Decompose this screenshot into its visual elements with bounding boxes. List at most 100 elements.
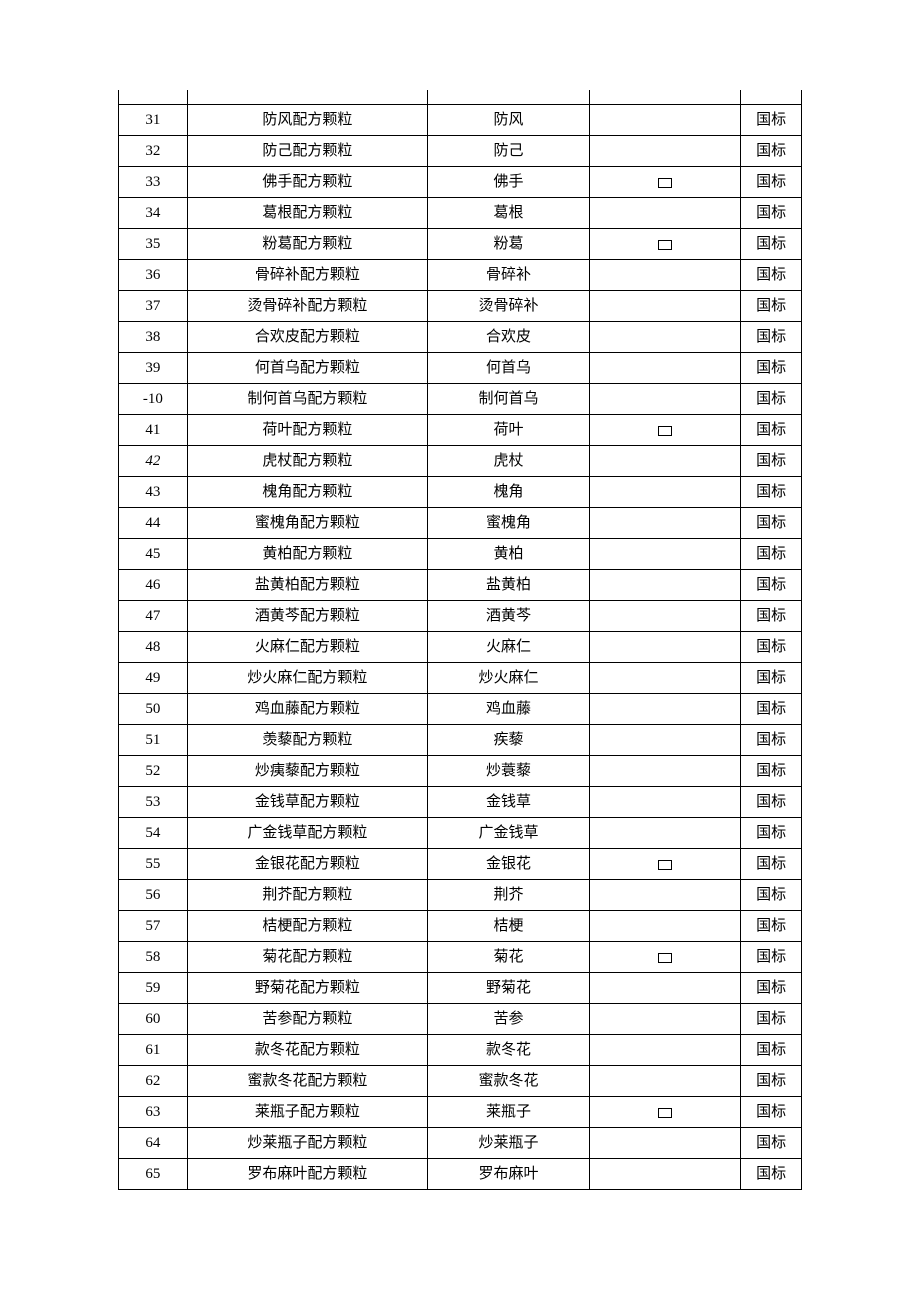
- table-row: 48火麻仁配方颗粒火麻仁国标: [119, 632, 802, 663]
- cell-index: 62: [119, 1066, 188, 1097]
- cell-formula-name: 鸡血藤配方颗粒: [187, 694, 427, 725]
- cell-index: 31: [119, 105, 188, 136]
- table-row: 53金钱草配方颗粒金钱草国标: [119, 787, 802, 818]
- cell-mark: [589, 136, 741, 167]
- cell-formula-name: 黄柏配方颗粒: [187, 539, 427, 570]
- cell-formula-name: 何首乌配方颗粒: [187, 353, 427, 384]
- table-row: 43槐角配方颗粒槐角国标: [119, 477, 802, 508]
- cell-ingredient: 防己: [428, 136, 590, 167]
- cell-formula-name: 金银花配方颗粒: [187, 849, 427, 880]
- cell-mark: [589, 1066, 741, 1097]
- cell-index: 53: [119, 787, 188, 818]
- cell-ingredient: 野菊花: [428, 973, 590, 1004]
- cell-ingredient: 菊花: [428, 942, 590, 973]
- cell-standard: 国标: [741, 539, 802, 570]
- cell-standard: 国标: [741, 570, 802, 601]
- cell-mark: [589, 446, 741, 477]
- cell-mark: [589, 787, 741, 818]
- cell-formula-name: 罗布麻叶配方颗粒: [187, 1159, 427, 1190]
- cell-standard: 国标: [741, 136, 802, 167]
- cell-index: 35: [119, 229, 188, 260]
- cell-mark: [589, 1004, 741, 1035]
- table-row: 60苦参配方颗粒苦参国标: [119, 1004, 802, 1035]
- cell-standard: 国标: [741, 291, 802, 322]
- cell-ingredient: 佛手: [428, 167, 590, 198]
- table-row: 45黄柏配方颗粒黄柏 国标: [119, 539, 802, 570]
- cell-ingredient: 疾藜: [428, 725, 590, 756]
- cell-ingredient: 莱瓶子: [428, 1097, 590, 1128]
- cell-mark: [589, 663, 741, 694]
- cell-mark: [589, 539, 741, 570]
- cell-formula-name: 炒莱瓶子配方颗粒: [187, 1128, 427, 1159]
- cell-ingredient: 盐黄柏: [428, 570, 590, 601]
- cell-ingredient: 广金钱草: [428, 818, 590, 849]
- cell-index: 41: [119, 415, 188, 446]
- table-row: 57桔梗配方颗粒桔梗国标: [119, 911, 802, 942]
- cell-formula-name: 槐角配方颗粒: [187, 477, 427, 508]
- cell-mark: [589, 229, 741, 260]
- cell-index: 48: [119, 632, 188, 663]
- cell-mark: [589, 198, 741, 229]
- cell-ingredient: 炒火麻仁: [428, 663, 590, 694]
- cell-index: 39: [119, 353, 188, 384]
- cell-mark: [589, 601, 741, 632]
- cell-index: 60: [119, 1004, 188, 1035]
- cell-formula-name: 酒黄芩配方颗粒: [187, 601, 427, 632]
- document-page: 31防风配方颗粒防风国标32防己配方颗粒防己国标33佛手配方颗粒佛手国标34葛根…: [0, 0, 920, 1280]
- checkbox-icon: [658, 860, 672, 870]
- cell-formula-name: 制何首乌配方颗粒: [187, 384, 427, 415]
- table-row: 62蜜款冬花配方颗粒蜜款冬花国标: [119, 1066, 802, 1097]
- cell-index: 61: [119, 1035, 188, 1066]
- cell-index: 42: [119, 446, 188, 477]
- cell-mark: [589, 632, 741, 663]
- table-row: 47酒黄芩配方颗粒酒黄芩国标: [119, 601, 802, 632]
- cell-formula-name: 金钱草配方颗粒: [187, 787, 427, 818]
- cell-ingredient: 炒蓑藜: [428, 756, 590, 787]
- cell-mark: [589, 508, 741, 539]
- cell-standard: 国标: [741, 477, 802, 508]
- table-row: 55金银花配方颗粒金银花国标: [119, 849, 802, 880]
- cell-index: 33: [119, 167, 188, 198]
- table-row: 49炒火麻仁配方颗粒炒火麻仁国标: [119, 663, 802, 694]
- cell-index: 52: [119, 756, 188, 787]
- cell-index: 45: [119, 539, 188, 570]
- cell-formula-name: 蜜槐角配方颗粒: [187, 508, 427, 539]
- cell-formula-name: 盐黄柏配方颗粒: [187, 570, 427, 601]
- cell-standard: 国标: [741, 198, 802, 229]
- cell-index: 59: [119, 973, 188, 1004]
- cell-ingredient: 骨碎补: [428, 260, 590, 291]
- cell-standard: 国标: [741, 725, 802, 756]
- cell-mark: [589, 942, 741, 973]
- table-row: 56荆芥配方颗粒荆芥国标: [119, 880, 802, 911]
- cell-standard: 国标: [741, 1097, 802, 1128]
- table-row: 64炒莱瓶子配方颗粒炒莱瓶子国标: [119, 1128, 802, 1159]
- cell-mark: [589, 353, 741, 384]
- cell-ingredient: 桔梗: [428, 911, 590, 942]
- table-row: 38合欢皮配方颗粒合欢皮国标: [119, 322, 802, 353]
- cell-mark: [589, 1035, 741, 1066]
- cell-ingredient: 鸡血藤: [428, 694, 590, 725]
- cell-formula-name: 荷叶配方颗粒: [187, 415, 427, 446]
- cell-ingredient: 何首乌: [428, 353, 590, 384]
- cell-ingredient: 金钱草: [428, 787, 590, 818]
- cell-standard: 国标: [741, 508, 802, 539]
- cell-mark: [589, 384, 741, 415]
- cell-standard: 国标: [741, 663, 802, 694]
- cell-ingredient: 黄柏: [428, 539, 590, 570]
- cell-mark: [589, 1128, 741, 1159]
- checkbox-icon: [658, 953, 672, 963]
- cell-ingredient: 苦参: [428, 1004, 590, 1035]
- table-row: 65罗布麻叶配方颗粒罗布麻叶国标: [119, 1159, 802, 1190]
- cell-ingredient: 粉葛: [428, 229, 590, 260]
- table-row: 51羡藜配方颗粒疾藜国标: [119, 725, 802, 756]
- cell-standard: 国标: [741, 818, 802, 849]
- cell-index: 36: [119, 260, 188, 291]
- cell-standard: 国标: [741, 1004, 802, 1035]
- cell-standard: 国标: [741, 415, 802, 446]
- table-row: 54广金钱草配方颗粒广金钱草国标: [119, 818, 802, 849]
- table-row: 61款冬花配方颗粒款冬花国标: [119, 1035, 802, 1066]
- table-row: 39何首乌配方颗粒何首乌国标: [119, 353, 802, 384]
- cell-formula-name: 粉葛配方颗粒: [187, 229, 427, 260]
- cell-mark: [589, 756, 741, 787]
- cell-formula-name: 炒痍藜配方颗粒: [187, 756, 427, 787]
